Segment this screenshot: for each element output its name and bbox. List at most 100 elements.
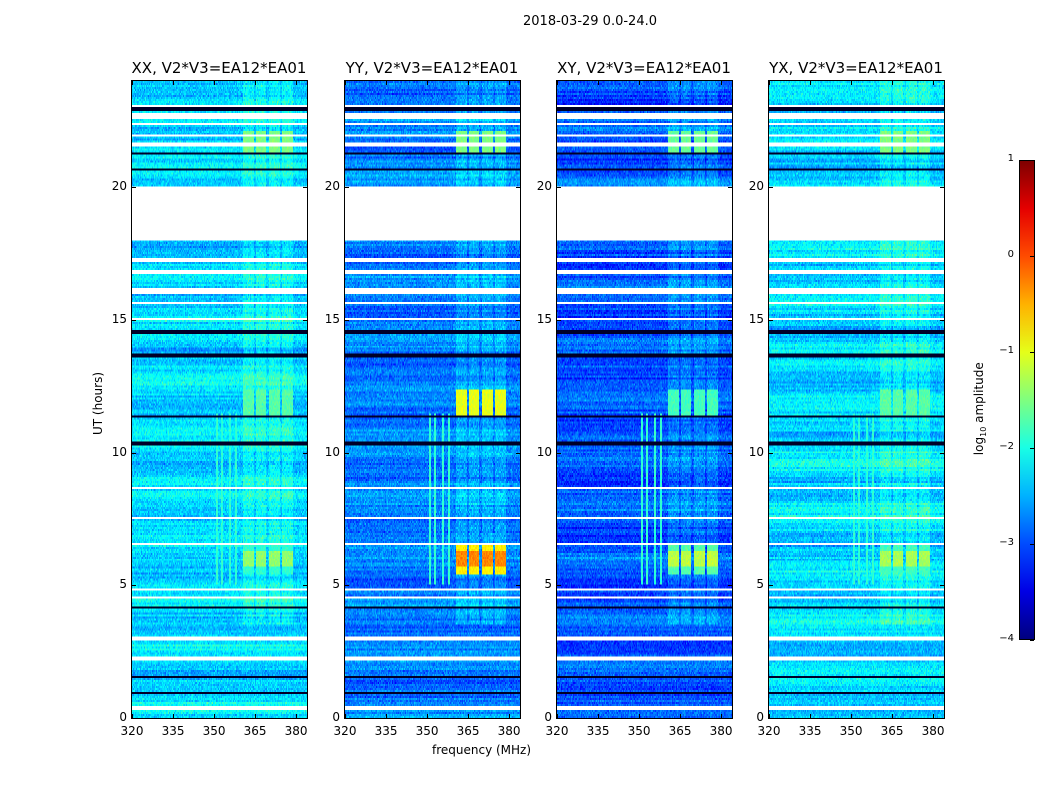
- x-tick-mark: [933, 714, 935, 718]
- x-tick-label: 380: [921, 724, 945, 738]
- y-tick-mark: [728, 452, 732, 454]
- x-tick-mark: [509, 714, 511, 718]
- x-tick-mark: [345, 714, 346, 718]
- x-tick-mark: [132, 81, 133, 85]
- x-tick-mark: [296, 81, 298, 85]
- y-tick-label: 20: [536, 179, 552, 194]
- colorbar-tick-mark: [1030, 448, 1034, 449]
- x-tick-mark: [468, 81, 470, 85]
- x-tick-label: 365: [880, 724, 904, 738]
- x-tick-label: 365: [668, 724, 692, 738]
- y-tick-label: 0: [756, 710, 764, 724]
- y-tick-mark: [303, 187, 307, 189]
- x-tick-mark: [721, 81, 723, 85]
- x-tick-mark: [173, 81, 175, 85]
- colorbar-label-sub: 10: [979, 426, 989, 437]
- x-tick-mark: [427, 81, 429, 85]
- x-tick-mark: [386, 81, 388, 85]
- x-tick-label: 335: [798, 724, 822, 738]
- x-tick-label: 320: [120, 724, 144, 738]
- x-tick-mark: [892, 81, 894, 85]
- x-tick-label: 320: [757, 724, 781, 738]
- x-tick-label: 320: [545, 724, 569, 738]
- y-tick-mark: [345, 187, 349, 189]
- colorbar-tick-label: −1: [999, 345, 1014, 356]
- x-tick-mark: [509, 81, 511, 85]
- y-tick-mark: [940, 319, 944, 321]
- y-tick-mark: [132, 718, 136, 719]
- y-axis-label: UT (hours): [91, 371, 105, 435]
- y-tick-mark: [303, 452, 307, 454]
- panel-title: YX, V2*V3=EA12*EA01: [769, 59, 943, 77]
- y-tick-mark: [345, 452, 349, 454]
- x-tick-label: 320: [333, 724, 357, 738]
- x-tick-mark: [255, 714, 257, 718]
- y-tick-mark: [728, 187, 732, 189]
- x-tick-mark: [132, 714, 133, 718]
- x-tick-label: 335: [586, 724, 610, 738]
- colorbar-tick-mark: [1030, 352, 1034, 353]
- x-tick-mark: [255, 81, 257, 85]
- y-tick-mark: [132, 187, 136, 189]
- y-tick-label: 5: [332, 577, 340, 592]
- y-tick-mark: [557, 452, 561, 454]
- y-tick-mark: [516, 718, 520, 719]
- colorbar-tick-label: −3: [999, 537, 1014, 548]
- x-tick-label: 350: [202, 724, 226, 738]
- colorbar-tick-mark: [1030, 544, 1034, 545]
- x-tick-mark: [892, 714, 894, 718]
- x-tick-mark: [933, 81, 935, 85]
- x-tick-mark: [214, 81, 216, 85]
- x-tick-label: 380: [284, 724, 308, 738]
- y-tick-mark: [557, 187, 561, 189]
- y-tick-label: 15: [324, 311, 340, 326]
- y-tick-label: 10: [111, 444, 127, 459]
- y-tick-mark: [132, 319, 136, 321]
- y-tick-label: 0: [332, 710, 340, 724]
- x-tick-label: 350: [415, 724, 439, 738]
- y-tick-mark: [940, 452, 944, 454]
- y-tick-label: 15: [111, 311, 127, 326]
- heatmap-cells: [557, 81, 732, 718]
- x-tick-mark: [769, 81, 770, 85]
- colorbar-tick-label: −4: [999, 633, 1014, 644]
- colorbar-tick-label: 1: [1007, 153, 1014, 164]
- x-tick-mark: [769, 714, 770, 718]
- y-tick-mark: [303, 319, 307, 321]
- panel-title: YY, V2*V3=EA12*EA01: [345, 59, 519, 77]
- colorbar-tick-label: 0: [1007, 249, 1014, 260]
- colorbar-tick-mark: [1030, 256, 1034, 257]
- x-tick-mark: [214, 714, 216, 718]
- y-tick-mark: [728, 718, 732, 719]
- y-tick-mark: [769, 718, 773, 719]
- y-tick-mark: [516, 452, 520, 454]
- y-tick-label: 10: [536, 444, 552, 459]
- y-tick-label: 15: [748, 311, 764, 326]
- y-tick-mark: [132, 452, 136, 454]
- heatmap-panel: [556, 80, 733, 719]
- panel-title: XX, V2*V3=EA12*EA01: [131, 59, 307, 77]
- colorbar-label-rest: amplitude: [971, 362, 986, 427]
- x-tick-mark: [468, 714, 470, 718]
- x-tick-mark: [427, 714, 429, 718]
- x-tick-mark: [851, 714, 853, 718]
- y-tick-mark: [769, 452, 773, 454]
- x-tick-label: 335: [374, 724, 398, 738]
- x-tick-mark: [173, 714, 175, 718]
- x-tick-mark: [557, 714, 558, 718]
- y-tick-mark: [345, 319, 349, 321]
- x-axis-label: frequency (MHz): [432, 743, 532, 757]
- y-tick-label: 15: [536, 311, 552, 326]
- y-tick-mark: [728, 585, 732, 587]
- heatmap-cells: [769, 81, 944, 718]
- y-tick-mark: [345, 718, 349, 719]
- x-tick-mark: [680, 81, 682, 85]
- y-tick-mark: [940, 187, 944, 189]
- y-tick-label: 5: [544, 577, 552, 592]
- figure-title: 2018-03-29 0.0-24.0: [523, 14, 657, 29]
- colorbar: [1019, 160, 1035, 640]
- y-tick-mark: [769, 319, 773, 321]
- x-tick-mark: [639, 714, 641, 718]
- y-tick-label: 5: [756, 577, 764, 592]
- x-tick-mark: [386, 714, 388, 718]
